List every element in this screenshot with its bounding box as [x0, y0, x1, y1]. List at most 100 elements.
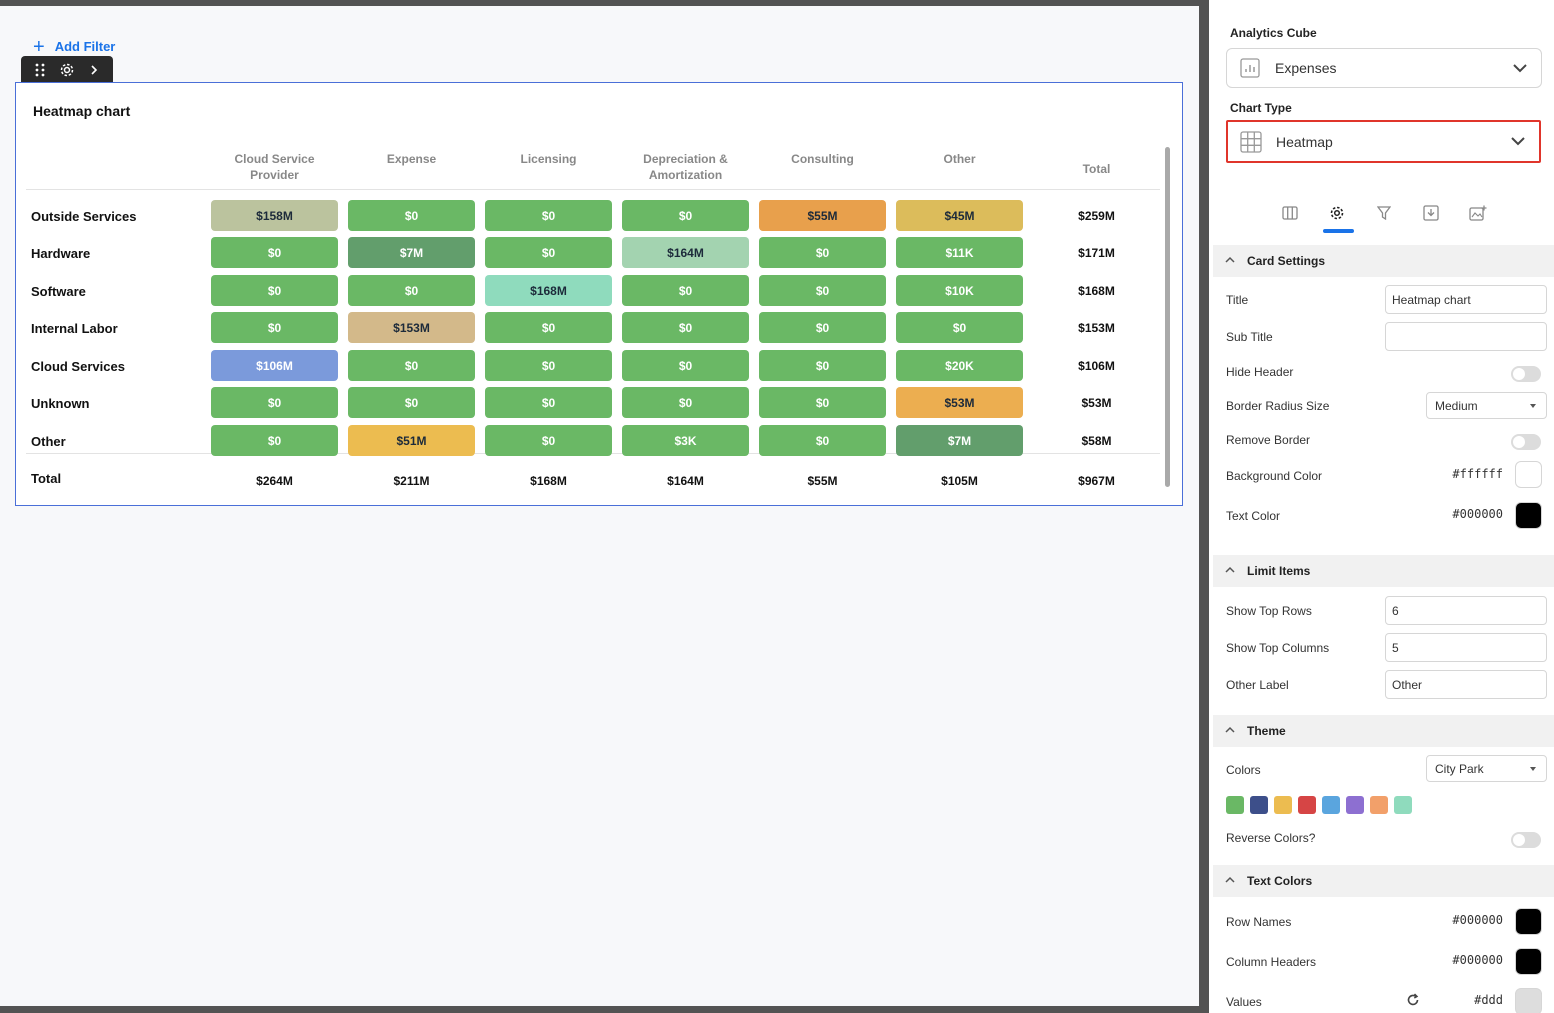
- card-scrollbar[interactable]: [1165, 147, 1170, 487]
- limit-items-section[interactable]: Limit Items: [1213, 555, 1554, 587]
- filter-icon[interactable]: [1373, 202, 1395, 224]
- caret-down-icon: [1530, 404, 1536, 408]
- text-color-label: Text Color: [1226, 509, 1281, 523]
- image-add-icon[interactable]: [1467, 202, 1489, 224]
- heatmap-card[interactable]: Heatmap chart Cloud Service Provider Expe…: [15, 82, 1183, 506]
- heatmap-cell[interactable]: $0: [485, 237, 612, 268]
- heatmap-cell[interactable]: $0: [622, 200, 749, 231]
- heatmap-cell[interactable]: $51M: [348, 425, 475, 456]
- other-label-input[interactable]: [1385, 670, 1547, 699]
- title-input[interactable]: [1385, 285, 1547, 314]
- heatmap-cell[interactable]: $0: [485, 200, 612, 231]
- row-total: $106M: [1078, 359, 1115, 373]
- columns-icon[interactable]: [1279, 202, 1301, 224]
- column-total: $55M: [807, 474, 838, 488]
- heatmap-cell[interactable]: $0: [485, 312, 612, 343]
- heatmap-cell[interactable]: $55M: [759, 200, 886, 231]
- heatmap-cell[interactable]: $153M: [348, 312, 475, 343]
- chart-type-value: Heatmap: [1276, 133, 1333, 150]
- show-top-rows-label: Show Top Rows: [1226, 604, 1312, 618]
- background-color-hex: #ffffff: [1452, 467, 1503, 481]
- heatmap-cell[interactable]: $0: [485, 387, 612, 418]
- heatmap-cell[interactable]: $0: [622, 312, 749, 343]
- header-divider: [26, 189, 1160, 190]
- palette-swatch: [1226, 796, 1244, 814]
- heatmap-cell[interactable]: $11K: [896, 237, 1023, 268]
- heatmap-cell[interactable]: $7M: [896, 425, 1023, 456]
- card-settings-section[interactable]: Card Settings: [1213, 245, 1554, 277]
- remove-border-toggle[interactable]: [1511, 434, 1541, 450]
- heatmap-cell[interactable]: $0: [896, 312, 1023, 343]
- values-swatch[interactable]: [1515, 988, 1542, 1013]
- column-total: $264M: [256, 474, 293, 488]
- heatmap-cell[interactable]: $0: [211, 425, 338, 456]
- heatmap-cell[interactable]: $7M: [348, 237, 475, 268]
- column-header: Expense: [386, 152, 437, 166]
- theme-section[interactable]: Theme: [1213, 715, 1554, 747]
- theme-heading: Theme: [1247, 724, 1286, 738]
- heatmap-cell[interactable]: $20K: [896, 350, 1023, 381]
- drag-handle-icon[interactable]: [29, 60, 51, 80]
- heatmap-cell[interactable]: $0: [211, 237, 338, 268]
- heatmap-cell[interactable]: $168M: [485, 275, 612, 306]
- heatmap-cell[interactable]: $0: [622, 387, 749, 418]
- row-names-swatch[interactable]: [1515, 908, 1542, 935]
- heatmap-cell[interactable]: $0: [622, 275, 749, 306]
- heatmap-cell[interactable]: $0: [759, 237, 886, 268]
- grand-total: $967M: [1078, 474, 1115, 488]
- heatmap-cell[interactable]: $0: [348, 350, 475, 381]
- show-top-columns-input[interactable]: [1385, 633, 1547, 662]
- chevron-right-icon[interactable]: [83, 60, 105, 80]
- column-header: Other: [943, 152, 976, 166]
- analytics-cube-select[interactable]: Expenses: [1226, 48, 1542, 88]
- row-name: Unknown: [31, 396, 90, 411]
- text-colors-section[interactable]: Text Colors: [1213, 865, 1554, 897]
- row-names-hex: #000000: [1452, 913, 1503, 927]
- heatmap-cell[interactable]: $53M: [896, 387, 1023, 418]
- column-headers-swatch[interactable]: [1515, 948, 1542, 975]
- heatmap-cell[interactable]: $0: [211, 312, 338, 343]
- heatmap-cell[interactable]: $0: [759, 312, 886, 343]
- chart-type-label: Chart Type: [1230, 101, 1292, 115]
- row-total: $153M: [1078, 321, 1115, 335]
- analytics-cube-value: Expenses: [1275, 60, 1337, 76]
- heatmap-cell[interactable]: $10K: [896, 275, 1023, 306]
- card-title: Heatmap chart: [33, 103, 131, 119]
- gear-icon[interactable]: [1326, 202, 1348, 224]
- hide-header-toggle[interactable]: [1511, 366, 1541, 382]
- text-color-swatch[interactable]: [1515, 502, 1542, 529]
- border-radius-select[interactable]: Medium: [1426, 392, 1547, 419]
- reverse-colors-toggle[interactable]: [1511, 832, 1541, 848]
- heatmap-cell[interactable]: $0: [485, 425, 612, 456]
- heatmap-cell[interactable]: $0: [211, 275, 338, 306]
- download-icon[interactable]: [1420, 202, 1442, 224]
- heatmap-cell[interactable]: $106M: [211, 350, 338, 381]
- heatmap-cell[interactable]: $0: [759, 350, 886, 381]
- background-color-swatch[interactable]: [1515, 461, 1542, 488]
- colors-label: Colors: [1226, 763, 1261, 777]
- refresh-icon[interactable]: [1406, 993, 1420, 1011]
- heatmap-cell[interactable]: $0: [211, 387, 338, 418]
- palette-swatch: [1346, 796, 1364, 814]
- heatmap-cell[interactable]: $0: [348, 275, 475, 306]
- heatmap-cell[interactable]: $3K: [622, 425, 749, 456]
- heatmap-cell[interactable]: $0: [759, 275, 886, 306]
- card-toolbar: [21, 56, 113, 84]
- heatmap-cell[interactable]: $0: [622, 350, 749, 381]
- heatmap-cell[interactable]: $0: [485, 350, 612, 381]
- colors-select[interactable]: City Park: [1426, 755, 1547, 782]
- heatmap-cell[interactable]: $158M: [211, 200, 338, 231]
- subtitle-input[interactable]: [1385, 322, 1547, 351]
- add-filter-button[interactable]: + Add Filter: [33, 37, 116, 57]
- heatmap-cell[interactable]: $0: [348, 200, 475, 231]
- chart-type-select[interactable]: Heatmap: [1226, 120, 1541, 163]
- heatmap-cell[interactable]: $0: [759, 387, 886, 418]
- heatmap-cell[interactable]: $0: [348, 387, 475, 418]
- palette-swatch: [1274, 796, 1292, 814]
- show-top-rows-input[interactable]: [1385, 596, 1547, 625]
- heatmap-cell[interactable]: $164M: [622, 237, 749, 268]
- heatmap-cell[interactable]: $45M: [896, 200, 1023, 231]
- gear-icon[interactable]: [56, 60, 78, 80]
- add-filter-label: Add Filter: [54, 39, 116, 54]
- heatmap-cell[interactable]: $0: [759, 425, 886, 456]
